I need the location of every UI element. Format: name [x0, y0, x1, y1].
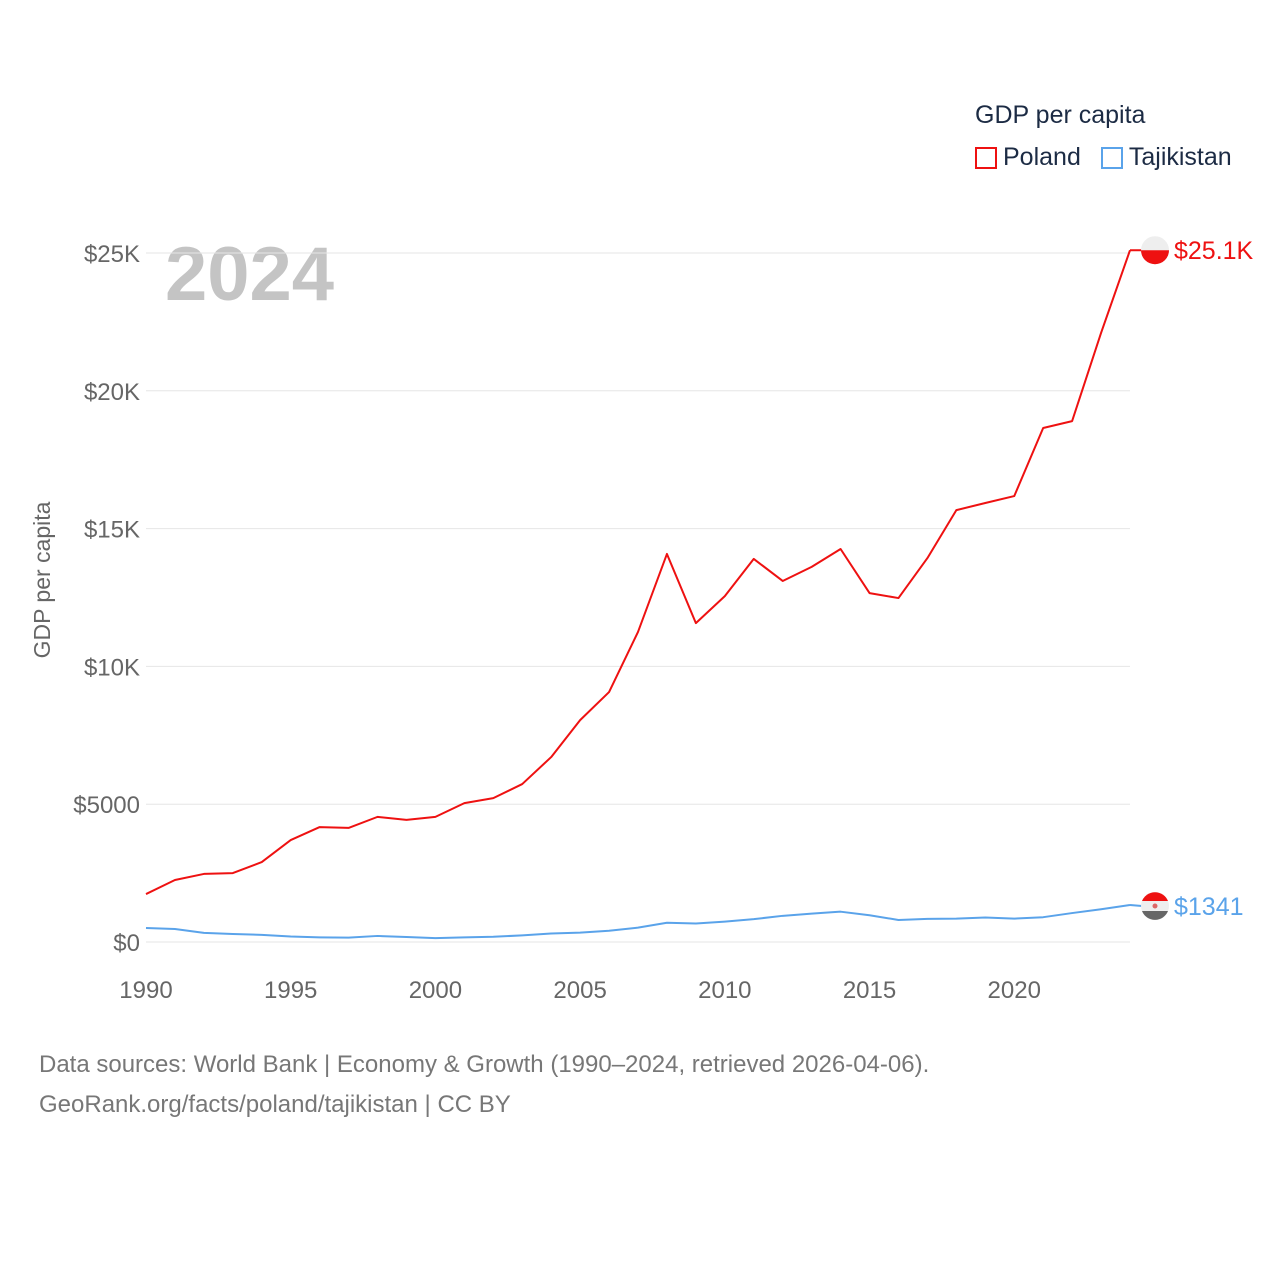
x-tick-label: 2000: [409, 977, 462, 1004]
y-tick-label: $20K: [84, 379, 140, 406]
source-line-2[interactable]: GeoRank.org/facts/poland/tajikistan | CC…: [39, 1091, 511, 1118]
legend: Poland Tajikistan: [975, 143, 1232, 172]
flag-icon-tajikistan-dark: [1142, 911, 1168, 920]
y-tick-label: $25K: [84, 241, 140, 268]
series-line-poland: [145, 249, 1131, 895]
end-label-poland: $25.1K: [1174, 237, 1254, 265]
source-line-1: Data sources: World Bank | Economy & Gro…: [39, 1051, 930, 1078]
legend-swatch-poland: [975, 146, 997, 169]
x-tick-label: 2020: [988, 977, 1041, 1004]
y-tick-label: $15K: [84, 517, 140, 544]
source-note: Data sources: World Bank | Economy & Gro…: [39, 1045, 929, 1125]
end-label-tajikistan: $1341: [1174, 893, 1244, 921]
series-line-tajikistan: [145, 904, 1131, 940]
series-connector-tajikistan: [1129, 904, 1143, 908]
legend-item-tajikistan[interactable]: Tajikistan: [1100, 143, 1232, 172]
y-tick-label: $5000: [73, 792, 140, 819]
legend-title: GDP per capita: [975, 101, 1146, 129]
x-tick-label: 2015: [843, 977, 896, 1004]
legend-label-poland: Poland: [1003, 143, 1081, 171]
legend-item-poland[interactable]: Poland: [975, 143, 1081, 172]
y-axis-label: GDP per capita: [29, 501, 55, 658]
y-tick-label: $10K: [84, 654, 140, 681]
x-tick-label: 1990: [119, 977, 172, 1004]
legend-swatch-tajikistan: [1100, 146, 1123, 169]
flag-icon-poland-red: [1141, 250, 1169, 265]
x-tick-label: 2010: [698, 977, 751, 1004]
x-tick-label: 2005: [553, 977, 606, 1004]
y-tick-label: $0: [113, 930, 140, 957]
year-watermark: 2024: [165, 232, 334, 317]
x-tick-label: 1995: [264, 977, 317, 1004]
flag-icon-tajikistan-emblem: [1152, 903, 1158, 909]
legend-label-tajikistan: Tajikistan: [1128, 143, 1232, 171]
flag-icon-tajikistan-red: [1142, 892, 1168, 902]
